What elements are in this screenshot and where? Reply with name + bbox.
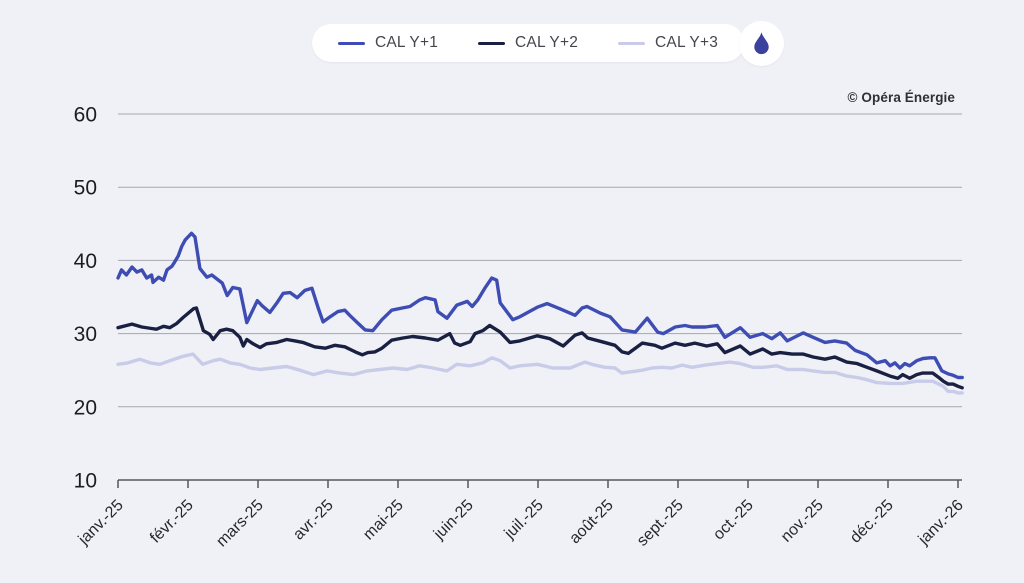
legend-label-cal-y3: CAL Y+3	[655, 34, 719, 51]
series-line-cal-y-2	[116, 306, 964, 390]
legend-item-cal-y2[interactable]: CAL Y+2	[478, 34, 578, 52]
legend-swatch-cal-y1	[338, 41, 365, 45]
y-axis-label-60: 60	[74, 104, 97, 127]
legend-item-cal-y1[interactable]: CAL Y+1	[338, 34, 438, 52]
x-axis-label-janv.-25: janv.-25	[75, 497, 127, 549]
y-axis-label-10: 10	[74, 470, 97, 493]
y-axis-label-30: 30	[74, 323, 97, 346]
x-axis-label-mai-25: mai-25	[360, 497, 407, 544]
y-axis-label-50: 50	[74, 177, 97, 200]
series-line-cal-y-1	[116, 231, 964, 380]
x-axis-label-juin-25: juin-25	[430, 497, 477, 544]
x-axis-label-août-25: août-25	[566, 497, 616, 547]
series-line-cal-y-3	[116, 352, 964, 395]
x-axis-label-janv.-26: janv.-26	[915, 497, 967, 549]
legend-swatch-cal-y3	[618, 41, 646, 45]
brand-logo	[739, 21, 784, 66]
flame-icon	[754, 32, 769, 55]
legend-item-cal-y3[interactable]: CAL Y+3	[618, 34, 718, 52]
copyright-attribution: © Opéra Énergie	[847, 90, 955, 105]
x-axis-label-mars-25: mars-25	[213, 497, 267, 551]
x-axis-label-juil.-25: juil.-25	[501, 497, 547, 543]
y-axis-label-20: 20	[74, 396, 97, 419]
x-axis-label-sept.-25: sept.-25	[634, 497, 687, 550]
legend-swatch-cal-y2	[478, 41, 506, 45]
legend-label-cal-y2: CAL Y+2	[515, 34, 579, 51]
x-axis-label-avr.-25: avr.-25	[290, 497, 337, 544]
x-axis-label-oct.-25: oct.-25	[710, 497, 757, 544]
chart-legend: CAL Y+1 CAL Y+2 CAL Y+3	[312, 24, 745, 62]
x-axis-label-févr.-25: févr.-25	[147, 497, 197, 547]
x-axis-label-déc.-25: déc.-25	[847, 497, 897, 547]
x-axis-label-nov.-25: nov.-25	[778, 497, 827, 546]
y-axis-label-40: 40	[74, 250, 97, 273]
legend-label-cal-y1: CAL Y+1	[375, 34, 439, 51]
